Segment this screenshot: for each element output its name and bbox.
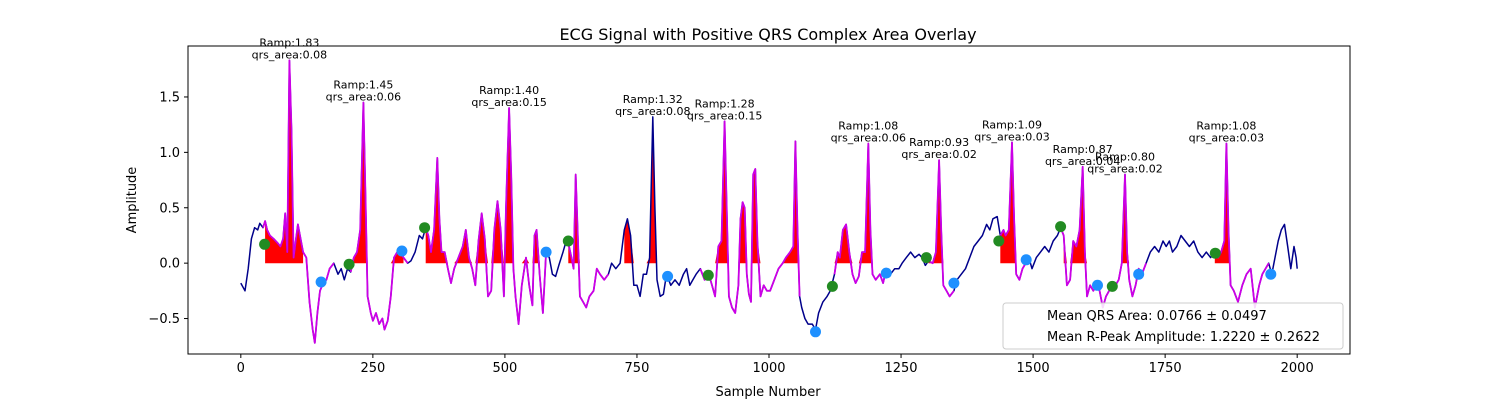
ramp-annotation: Ramp:1.45 bbox=[333, 79, 393, 92]
qrs-onset-marker bbox=[419, 222, 431, 234]
qrs-area-annotation: qrs_area:0.15 bbox=[687, 109, 762, 122]
qrs-area-annotation: qrs_area:0.03 bbox=[1189, 132, 1264, 145]
x-tick-label: 1750 bbox=[1149, 361, 1182, 376]
qrs-segment-line bbox=[262, 59, 335, 344]
qrs-offset-marker bbox=[1092, 279, 1103, 291]
x-tick-label: 2000 bbox=[1281, 361, 1314, 376]
qrs-area-annotation: qrs_area:0.15 bbox=[471, 96, 546, 109]
qrs-offset-marker bbox=[880, 267, 892, 279]
x-tick-label: 750 bbox=[625, 361, 650, 376]
ramp-annotation: Ramp:0.87 bbox=[1053, 143, 1113, 156]
qrs-offset-marker bbox=[948, 277, 960, 289]
ramp-annotation: Ramp:1.08 bbox=[838, 120, 898, 133]
qrs-offset-marker bbox=[1020, 254, 1032, 266]
qrs-area-annotation: qrs_area:0.03 bbox=[974, 130, 1049, 143]
qrs-area-annotation: qrs_area:0.02 bbox=[1087, 163, 1162, 176]
qrs-onset-marker bbox=[562, 235, 574, 247]
qrs-area-fill bbox=[425, 108, 540, 264]
qrs-segment-line bbox=[699, 120, 801, 314]
qrs-onset-marker bbox=[826, 280, 838, 292]
qrs-area-fill bbox=[834, 143, 873, 264]
qrs-offset-marker bbox=[396, 245, 408, 257]
qrs-area-fill bbox=[1115, 174, 1130, 264]
y-axis-ticks: −0.5 0.0 0.5 1.0 1.5 bbox=[148, 90, 188, 327]
qrs-area-annotation: qrs_area:0.08 bbox=[252, 48, 327, 61]
qrs-onset-marker bbox=[259, 238, 271, 250]
y-axis-label: Amplitude bbox=[125, 167, 140, 234]
legend: Mean QRS Area: 0.0766 ± 0.0497 Mean R-Pe… bbox=[1002, 302, 1344, 350]
y-tick-label: 0.5 bbox=[159, 201, 180, 216]
ramp-annotation: Ramp:0.80 bbox=[1095, 151, 1155, 164]
qrs-segment-line bbox=[424, 107, 547, 325]
x-tick-label: 500 bbox=[492, 361, 517, 376]
qrs-area-annotation: qrs_area:0.06 bbox=[326, 91, 401, 104]
qrs-area-annotation: qrs_area:0.06 bbox=[831, 132, 906, 145]
ramp-annotation: Ramp:1.09 bbox=[982, 118, 1042, 131]
qrs-markers bbox=[259, 221, 1277, 338]
legend-entry-qrs-area: Mean QRS Area: 0.0766 ± 0.0497 bbox=[1047, 309, 1267, 324]
x-tick-label: 0 bbox=[237, 361, 245, 376]
y-tick-label: 1.5 bbox=[159, 90, 180, 105]
qrs-onset-marker bbox=[343, 258, 355, 270]
qrs-area-annotation: qrs_area:0.04 bbox=[1045, 155, 1120, 168]
legend-entry-r-peak: Mean R-Peak Amplitude: 1.2220 ± 0.2622 bbox=[1047, 330, 1320, 345]
qrs-area-annotation: qrs_area:0.02 bbox=[901, 148, 976, 161]
chart-title: ECG Signal with Positive QRS Complex Are… bbox=[559, 25, 976, 44]
x-tick-label: 250 bbox=[360, 361, 385, 376]
qrs-segment-line bbox=[565, 173, 610, 309]
y-tick-label: −0.5 bbox=[148, 312, 180, 327]
qrs-onset-marker bbox=[993, 235, 1005, 247]
qrs-segment-line bbox=[833, 142, 892, 284]
qrs-onset-marker bbox=[1055, 221, 1067, 233]
qrs-offset-marker bbox=[540, 246, 552, 258]
qrs-offset-marker bbox=[1133, 268, 1145, 280]
x-tick-label: 1000 bbox=[752, 361, 785, 376]
x-tick-label: 1250 bbox=[884, 361, 917, 376]
qrs-segment-line bbox=[999, 141, 1027, 281]
qrs-segment-line bbox=[928, 159, 955, 298]
legend-box bbox=[1002, 302, 1344, 350]
qrs-offset-marker bbox=[662, 270, 674, 282]
qrs-area-fill bbox=[1063, 166, 1091, 264]
qrs-onset-marker bbox=[920, 252, 932, 264]
qrs-offset-marker bbox=[315, 276, 327, 288]
qrs-segment-line bbox=[349, 101, 409, 331]
ramp-annotation: Ramp:1.40 bbox=[479, 84, 539, 97]
x-axis-ticks: 0 250 500 750 1000 1250 1500 1750 2000 bbox=[237, 354, 1314, 376]
x-axis-label: Sample Number bbox=[715, 385, 821, 400]
y-tick-label: 1.0 bbox=[159, 146, 180, 161]
plot-area: Ramp:1.83qrs_area:0.08Ramp:1.45qrs_area:… bbox=[240, 36, 1298, 344]
qrs-segment-line bbox=[1214, 142, 1270, 309]
ramp-annotation: Ramp:1.32 bbox=[623, 93, 683, 106]
qrs-onset-marker bbox=[702, 269, 714, 281]
y-tick-label: 0.0 bbox=[159, 257, 180, 272]
peak-annotations: Ramp:1.83qrs_area:0.08Ramp:1.45qrs_area:… bbox=[252, 36, 1264, 175]
qrs-area-annotation: qrs_area:0.08 bbox=[615, 105, 690, 118]
qrs-onset-marker bbox=[1209, 247, 1221, 259]
ramp-annotation: Ramp:1.08 bbox=[1196, 120, 1256, 133]
ramp-annotation: Ramp:1.28 bbox=[695, 97, 755, 110]
x-tick-label: 1500 bbox=[1017, 361, 1050, 376]
ramp-annotation: Ramp:0.93 bbox=[909, 136, 969, 149]
qrs-offset-marker bbox=[1265, 268, 1277, 280]
qrs-onset-marker bbox=[1106, 280, 1118, 292]
qrs-offset-marker bbox=[810, 326, 821, 338]
